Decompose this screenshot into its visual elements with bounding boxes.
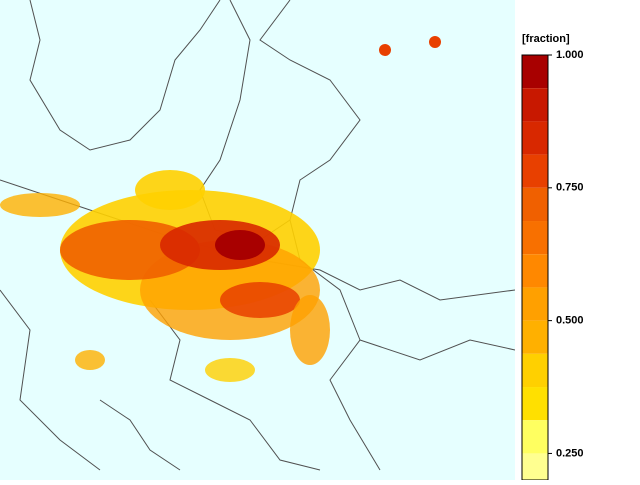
- plume: [0, 36, 441, 382]
- colorbar-tick-label: 0.750: [556, 182, 584, 194]
- colorbar-tick-label: 0.250: [556, 447, 584, 459]
- colorbar-bin: [522, 420, 548, 454]
- colorbar-bin: [522, 88, 548, 122]
- colorbar-bin: [522, 387, 548, 421]
- colorbar-bin: [522, 453, 548, 480]
- colorbar-bin: [522, 55, 548, 89]
- colorbar-bin: [522, 154, 548, 188]
- colorbar-bin: [522, 287, 548, 321]
- colorbar-bin: [522, 187, 548, 222]
- colorbar-bin: [522, 221, 548, 255]
- colorbar-bin: [522, 121, 548, 155]
- colorbar-tick-label: 0.500: [556, 315, 584, 327]
- colorbar-bin: [522, 320, 548, 354]
- colorbar-bin: [522, 254, 548, 288]
- colorbar-tick-label: 1.000: [556, 49, 584, 61]
- colorbar-bin: [522, 353, 548, 388]
- colorbar-label: [fraction]: [522, 33, 570, 45]
